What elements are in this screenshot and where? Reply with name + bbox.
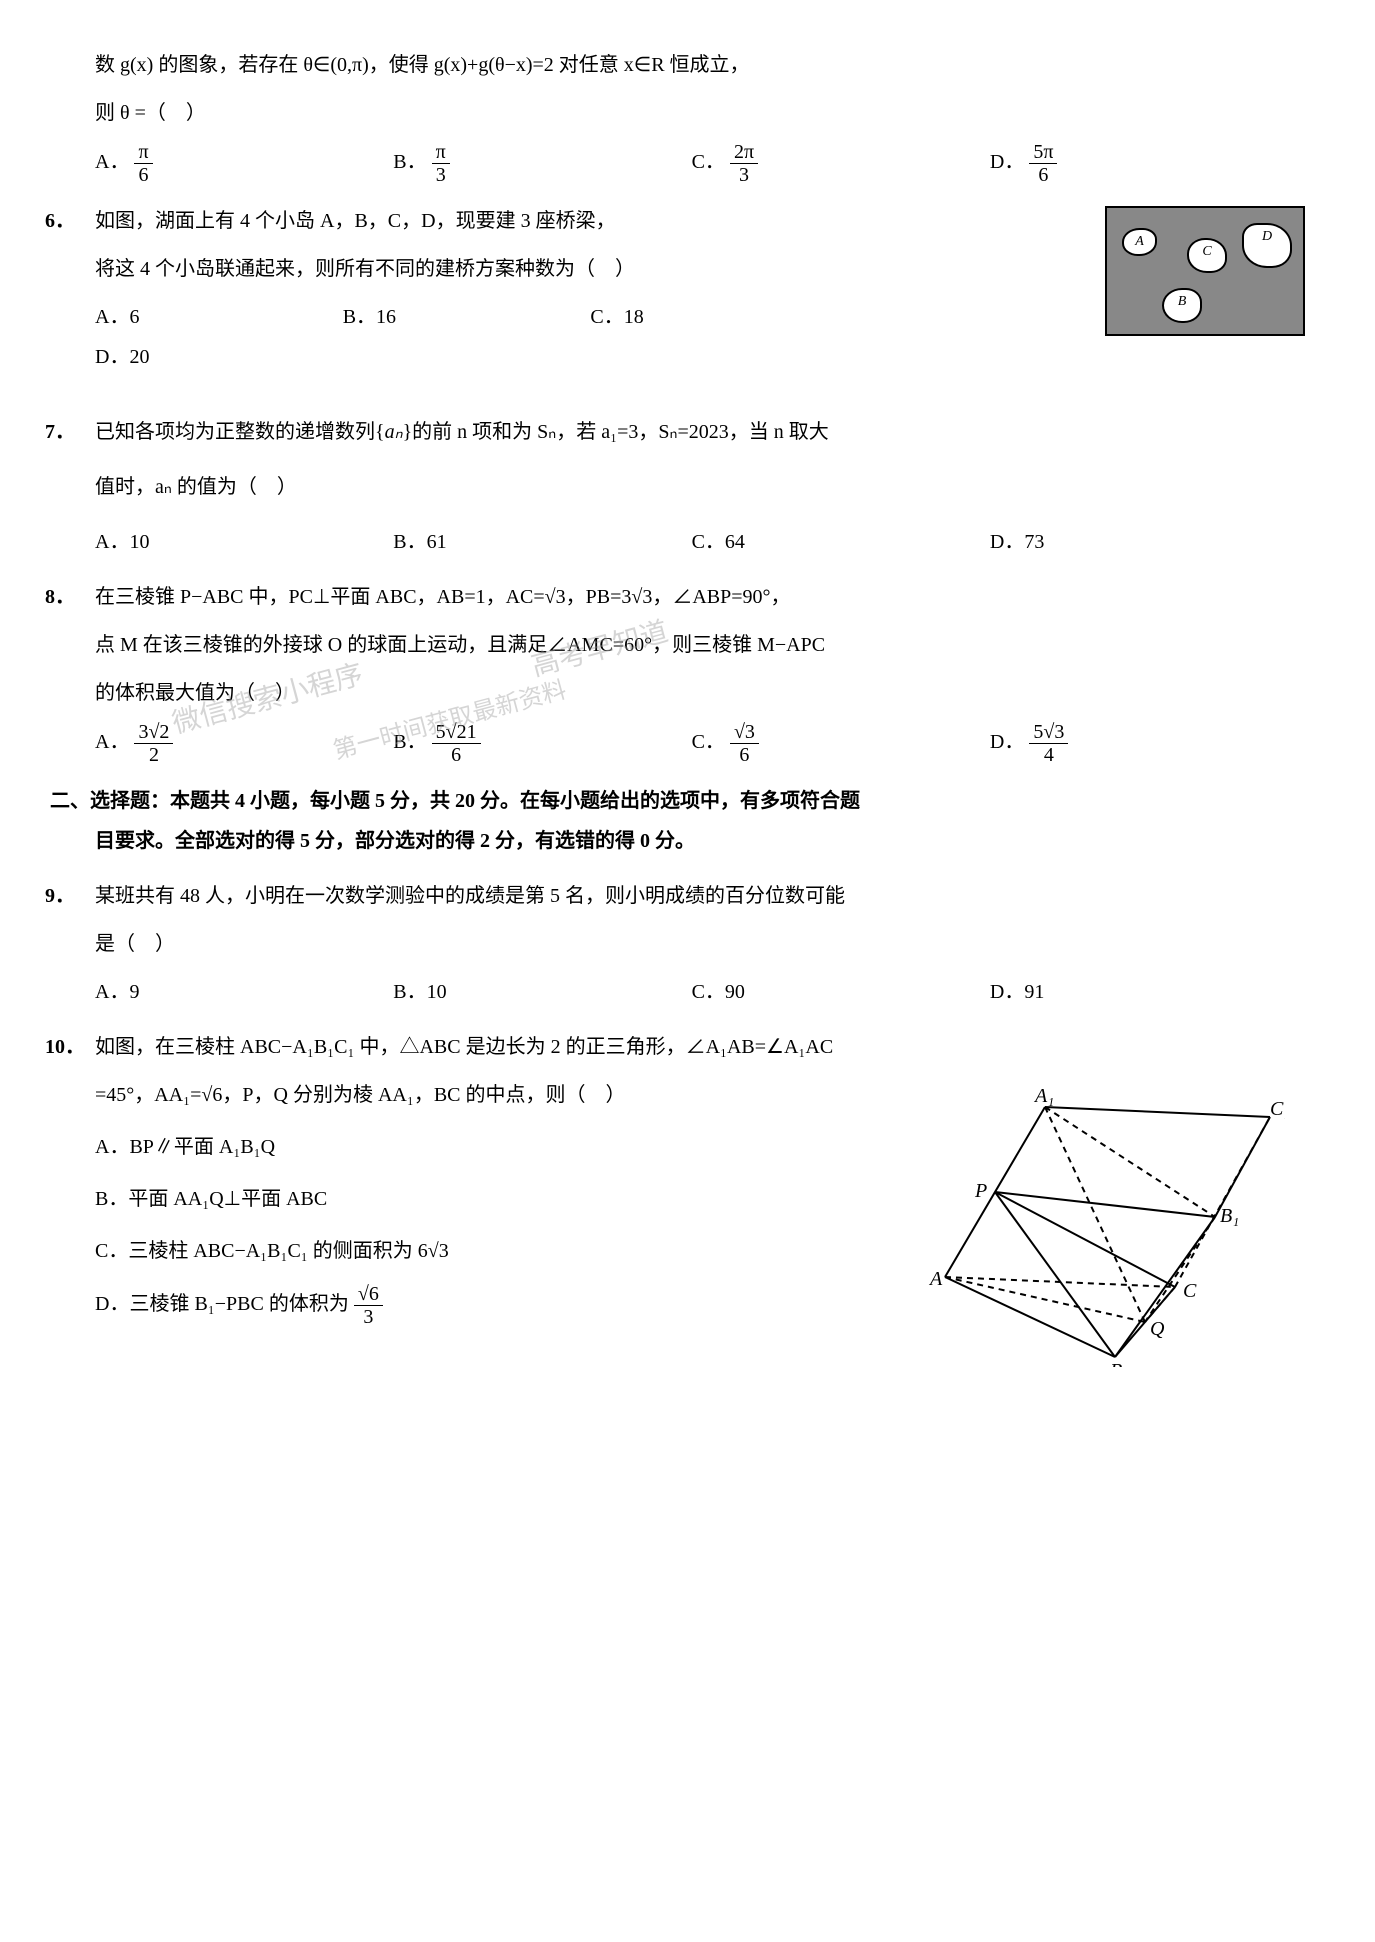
q5-line2: 则 θ =（ ） xyxy=(95,93,1305,133)
q6-options: A．6 B．16 C．18 D．20 xyxy=(95,297,1085,377)
q8-optA: A． 3√22 xyxy=(95,721,373,766)
q10-optD: D．三棱锥 B₁−PBC 的体积为 √63 xyxy=(95,1283,925,1328)
q5-options: A． π6 B． π3 C． 2π3 D． 5π6 xyxy=(95,141,1305,186)
q6-number: 6． xyxy=(45,201,75,241)
island-B: B xyxy=(1162,288,1202,323)
q6-optD: D．20 xyxy=(95,337,323,377)
label-Q: Q xyxy=(1150,1318,1165,1340)
q7-optA: A．10 xyxy=(95,522,373,562)
island-C: C xyxy=(1187,238,1227,273)
q8-line2: 点 M 在该三棱锥的外接球 O 的球面上运动，且满足∠AMC=60°，则三棱锥 … xyxy=(95,625,1305,665)
label-B: B xyxy=(1110,1360,1122,1367)
label-A1: A₁ xyxy=(1033,1087,1054,1107)
question-5-continuation: 数 g(x) 的图象，若存在 θ∈(0,π)，使得 g(x)+g(θ−x)=2 … xyxy=(50,45,1305,186)
q8-optC: C． √36 xyxy=(692,721,970,766)
q8-line3: 的体积最大值为（ ） xyxy=(95,673,1305,713)
q8-options: A． 3√22 B． 5√216 C． √36 D． 5√34 xyxy=(95,721,1305,766)
question-10: 10． 如图，在三棱柱 ABC−A₁B₁C₁ 中，△ABC 是边长为 2 的正三… xyxy=(50,1027,1305,1328)
question-9: 9． 某班共有 48 人，小明在一次数学测验中的成绩是第 5 名，则小明成绩的百… xyxy=(50,876,1305,1012)
q5-optA: A． π6 xyxy=(95,141,373,186)
q8-optB: B． 5√216 xyxy=(393,721,671,766)
q7-line2: 值时，aₙ 的值为（ ） xyxy=(95,467,1305,507)
q9-number: 9． xyxy=(45,876,75,916)
q5-optC: C． 2π3 xyxy=(692,141,970,186)
q5-line1: 数 g(x) 的图象，若存在 θ∈(0,π)，使得 g(x)+g(θ−x)=2 … xyxy=(95,45,1305,85)
label-C: C xyxy=(1183,1280,1197,1302)
q9-optA: A．9 xyxy=(95,972,373,1012)
island-diagram: A C D B xyxy=(1105,206,1305,336)
q10-number: 10． xyxy=(45,1027,85,1067)
prism-svg: A B C A₁ B₁ C₁ P Q xyxy=(925,1087,1285,1367)
question-6: 6． 如图，湖面上有 4 个小岛 A，B，C，D，现要建 3 座桥梁， 将这 4… xyxy=(50,201,1305,377)
q8-optD: D． 5√34 xyxy=(990,721,1268,766)
q9-optD: D．91 xyxy=(990,972,1268,1012)
q9-optC: C．90 xyxy=(692,972,970,1012)
q6-optB: B．16 xyxy=(343,297,571,337)
question-8: 微信搜索小程序 高考早知道 第一时间获取最新资料 8． 在三棱锥 P−ABC 中… xyxy=(50,577,1305,766)
section2-line1: 二、选择题：本题共 4 小题，每小题 5 分，共 20 分。在每小题给出的选项中… xyxy=(50,781,1305,821)
q7-line1: 已知各项均为正整数的递增数列{aₙ}的前 n 项和为 Sₙ，若 a₁=3，Sₙ=… xyxy=(95,412,1305,452)
q6-line1: 如图，湖面上有 4 个小岛 A，B，C，D，现要建 3 座桥梁， xyxy=(95,201,1085,241)
q9-options: A．9 B．10 C．90 D．91 xyxy=(95,972,1305,1012)
q7-optB: B．61 xyxy=(393,522,671,562)
q10-line1: 如图，在三棱柱 ABC−A₁B₁C₁ 中，△ABC 是边长为 2 的正三角形，∠… xyxy=(95,1027,1305,1067)
prism-diagram: A B C A₁ B₁ C₁ P Q xyxy=(925,1087,1285,1381)
q9-line2: 是（ ） xyxy=(95,924,1305,964)
q6-optC: C．18 xyxy=(590,297,818,337)
question-7: 7． 已知各项均为正整数的递增数列{aₙ}的前 n 项和为 Sₙ，若 a₁=3，… xyxy=(50,412,1305,562)
island-A: A xyxy=(1122,228,1157,256)
q7-optC: C．64 xyxy=(692,522,970,562)
q9-line1: 某班共有 48 人，小明在一次数学测验中的成绩是第 5 名，则小明成绩的百分位数… xyxy=(95,876,1305,916)
q6-optA: A．6 xyxy=(95,297,323,337)
q10-optC: C．三棱柱 ABC−A₁B₁C₁ 的侧面积为 6√3 xyxy=(95,1231,925,1271)
q10-optA: A．BP∥平面 A₁B₁Q xyxy=(95,1127,925,1167)
island-D: D xyxy=(1242,223,1292,268)
q5-optB: B． π3 xyxy=(393,141,671,186)
label-B1: B₁ xyxy=(1220,1205,1239,1227)
q7-options: A．10 B．61 C．64 D．73 xyxy=(95,522,1305,562)
q10-optB: B．平面 AA₁Q⊥平面 ABC xyxy=(95,1179,925,1219)
label-C1: C₁ xyxy=(1270,1098,1285,1120)
q8-line1: 在三棱锥 P−ABC 中，PC⊥平面 ABC，AB=1，AC=√3，PB=3√3… xyxy=(95,577,1305,617)
label-A: A xyxy=(928,1268,943,1290)
label-P: P xyxy=(974,1180,987,1202)
section2-line2: 目要求。全部选对的得 5 分，部分选对的得 2 分，有选错的得 0 分。 xyxy=(50,821,1305,861)
q9-optB: B．10 xyxy=(393,972,671,1012)
section-2-header: 二、选择题：本题共 4 小题，每小题 5 分，共 20 分。在每小题给出的选项中… xyxy=(50,781,1305,861)
q7-optD: D．73 xyxy=(990,522,1268,562)
q7-number: 7． xyxy=(45,412,75,452)
q8-number: 8． xyxy=(45,577,75,617)
q6-line2: 将这 4 个小岛联通起来，则所有不同的建桥方案种数为（ ） xyxy=(95,249,1085,289)
q5-optD: D． 5π6 xyxy=(990,141,1268,186)
